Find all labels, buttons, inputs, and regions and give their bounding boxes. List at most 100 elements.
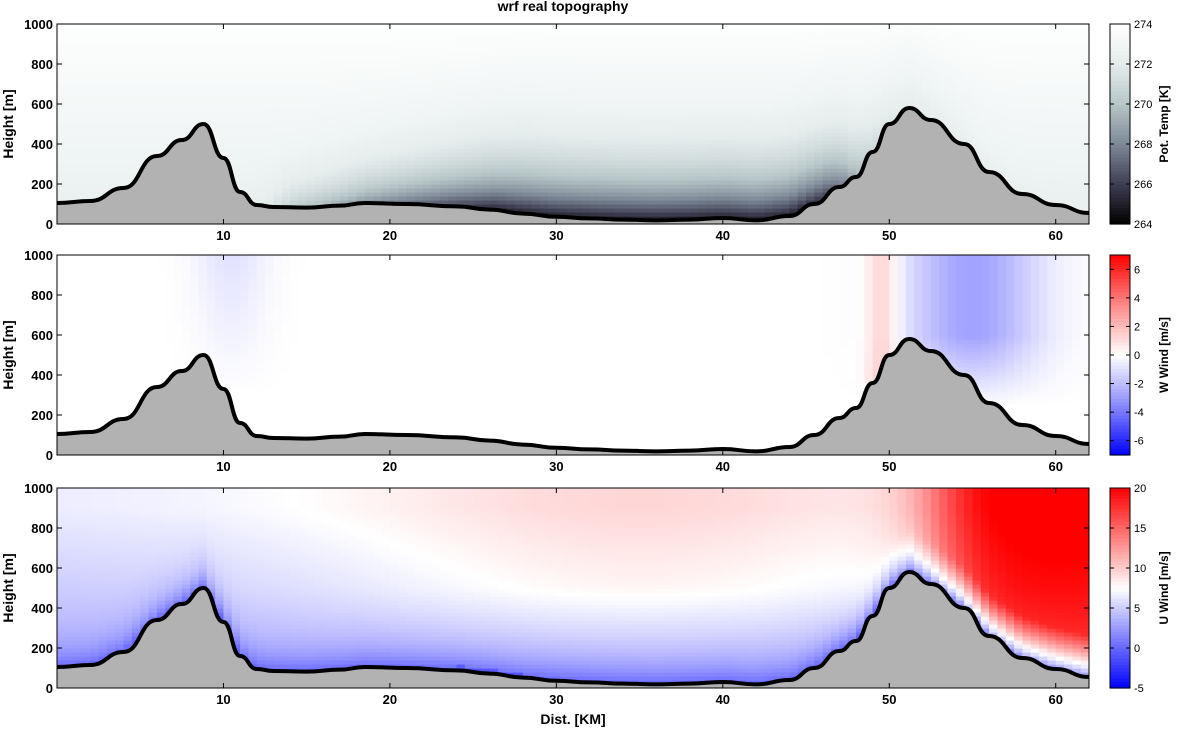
- heatmap-cell: [165, 140, 175, 145]
- heatmap-cell: [331, 144, 341, 149]
- heatmap-cell: [431, 180, 441, 185]
- heatmap-cell: [240, 68, 250, 73]
- heatmap-cell: [681, 168, 691, 173]
- heatmap-cell: [481, 40, 491, 45]
- heatmap-cell: [756, 32, 766, 37]
- heatmap-cell: [681, 104, 691, 109]
- heatmap-cell: [606, 144, 616, 149]
- heatmap-cell: [223, 64, 233, 69]
- heatmap-cell: [789, 48, 799, 53]
- heatmap-cell: [256, 68, 266, 73]
- heatmap-cell: [781, 24, 790, 29]
- heatmap-cell: [656, 24, 666, 29]
- heatmap-cell: [556, 148, 566, 153]
- heatmap-cell: [364, 156, 374, 161]
- heatmap-cell: [556, 172, 566, 177]
- heatmap-cell: [672, 116, 682, 121]
- heatmap-cell: [739, 136, 749, 141]
- heatmap-cell: [298, 28, 308, 33]
- heatmap-cell: [73, 24, 83, 29]
- heatmap-cell: [498, 108, 508, 113]
- heatmap-cell: [556, 120, 566, 125]
- heatmap-cell: [456, 72, 466, 77]
- heatmap-cell: [65, 60, 75, 65]
- heatmap-cell: [448, 48, 458, 53]
- heatmap-cell: [231, 80, 241, 85]
- heatmap-cell: [639, 40, 649, 45]
- heatmap-cell: [448, 196, 458, 201]
- heatmap-cell: [348, 68, 358, 73]
- heatmap-cell: [364, 108, 374, 113]
- heatmap-cell: [414, 68, 424, 73]
- heatmap-cell: [639, 168, 649, 173]
- heatmap-cell: [589, 148, 599, 153]
- heatmap-cell: [781, 180, 790, 185]
- heatmap-cell: [489, 92, 499, 97]
- heatmap-cell: [306, 188, 316, 193]
- heatmap-cell: [622, 128, 632, 133]
- heatmap-cell: [140, 132, 150, 137]
- heatmap-cell: [98, 104, 108, 109]
- heatmap-cell: [240, 164, 250, 169]
- heatmap-cell: [622, 188, 632, 193]
- heatmap-cell: [756, 204, 766, 209]
- heatmap-cell: [240, 84, 250, 89]
- heatmap-cell: [539, 48, 549, 53]
- heatmap-cell: [98, 48, 108, 53]
- heatmap-cell: [647, 72, 657, 77]
- heatmap-cell: [331, 180, 341, 185]
- heatmap-cell: [664, 88, 674, 93]
- heatmap-cell: [564, 164, 574, 169]
- heatmap-cell: [389, 176, 399, 181]
- heatmap-cell: [864, 124, 874, 129]
- heatmap-cell: [414, 192, 424, 197]
- heatmap-cell: [789, 24, 799, 29]
- heatmap-cell: [81, 156, 91, 161]
- heatmap-cell: [639, 136, 649, 141]
- heatmap-cell: [265, 72, 274, 77]
- heatmap-cell: [181, 100, 191, 105]
- heatmap-cell: [681, 180, 691, 185]
- heatmap-cell: [781, 28, 790, 33]
- heatmap-cell: [265, 48, 274, 53]
- heatmap-cell: [57, 72, 66, 77]
- heatmap-cell: [439, 36, 449, 41]
- heatmap-cell: [156, 108, 166, 113]
- heatmap-cell: [439, 128, 449, 133]
- heatmap-cell: [381, 164, 391, 169]
- heatmap-cell: [797, 188, 807, 193]
- heatmap-cell: [248, 28, 258, 33]
- heatmap-cell: [564, 120, 574, 125]
- heatmap-cell: [381, 36, 391, 41]
- heatmap-cell: [65, 104, 75, 109]
- heatmap-cell: [639, 208, 649, 213]
- heatmap-cell: [373, 104, 383, 109]
- heatmap-cell: [81, 96, 91, 101]
- heatmap-cell: [631, 140, 641, 145]
- heatmap-cell: [65, 192, 75, 197]
- heatmap-cell: [523, 196, 532, 201]
- heatmap-cell: [356, 140, 366, 145]
- heatmap-cell: [814, 180, 824, 185]
- heatmap-cell: [498, 168, 508, 173]
- heatmap-cell: [606, 72, 616, 77]
- heatmap-cell: [489, 80, 499, 85]
- heatmap-cell: [381, 108, 391, 113]
- heatmap-cell: [414, 96, 424, 101]
- heatmap-cell: [156, 60, 166, 65]
- heatmap-cell: [548, 128, 557, 133]
- heatmap-cell: [348, 44, 358, 49]
- heatmap-cell: [456, 96, 466, 101]
- heatmap-cell: [656, 40, 666, 45]
- heatmap-cell: [714, 40, 724, 45]
- heatmap-cell: [389, 104, 399, 109]
- heatmap-cell: [697, 76, 707, 81]
- heatmap-cell: [90, 168, 100, 173]
- heatmap-cell: [348, 172, 358, 177]
- heatmap-cell: [115, 144, 125, 149]
- heatmap-cell: [589, 132, 599, 137]
- heatmap-cell: [489, 96, 499, 101]
- heatmap-cell: [797, 128, 807, 133]
- heatmap-cell: [248, 128, 258, 133]
- heatmap-cell: [573, 44, 582, 49]
